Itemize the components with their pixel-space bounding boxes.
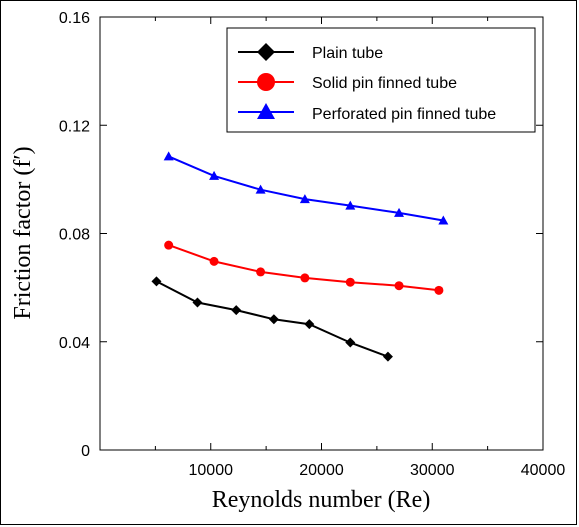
series-perforated-pin-finned-tube xyxy=(163,151,449,225)
data-point-solid-pin-finned-tube xyxy=(394,281,404,291)
data-point-solid-pin-finned-tube xyxy=(434,285,444,295)
data-point-perforated-pin-finned-tube xyxy=(299,194,310,204)
data-point-solid-pin-finned-tube xyxy=(256,267,266,277)
data-point-solid-pin-finned-tube xyxy=(209,256,219,266)
series-line-perforated-pin-finned-tube xyxy=(168,155,444,222)
data-point-plain-tube xyxy=(382,351,393,362)
legend: Plain tube Solid pin finned tube Perfora… xyxy=(226,27,536,133)
y-tick-label: 0.04 xyxy=(59,335,90,352)
y-axis-title: Friction factor (f′) xyxy=(10,146,36,319)
series-layer xyxy=(151,151,449,362)
x-tick-label: 30000 xyxy=(410,462,455,479)
y-tick-label: 0.08 xyxy=(59,227,90,244)
series-solid-pin-finned-tube xyxy=(164,240,444,295)
legend-box xyxy=(226,27,536,133)
legend-label-perforated-pin-finned-tube: Perforated pin finned tube xyxy=(312,106,496,123)
y-tick-label: 0 xyxy=(81,443,90,460)
legend-marker-perforated-pin-finned-tube xyxy=(257,103,275,119)
data-point-perforated-pin-finned-tube xyxy=(163,151,174,161)
x-tick-label: 10000 xyxy=(189,462,234,479)
legend-marker-plain-tube xyxy=(257,43,275,61)
data-point-perforated-pin-finned-tube xyxy=(438,215,449,225)
legend-label-plain-tube: Plain tube xyxy=(312,45,383,62)
data-point-plain-tube xyxy=(151,276,162,287)
x-tick-label: 20000 xyxy=(299,462,344,479)
x-axis-title: Reynolds number (Re) xyxy=(212,487,431,513)
legend-marker-solid-pin-finned-tube xyxy=(257,73,275,91)
axis-ticks: 0 0.04 0.08 0.12 0.16 10000 20000 30000 40000 xyxy=(59,10,565,479)
data-point-plain-tube xyxy=(268,314,279,325)
series-plain-tube xyxy=(151,276,393,362)
data-point-solid-pin-finned-tube xyxy=(164,240,174,250)
data-point-perforated-pin-finned-tube xyxy=(345,200,356,210)
y-tick-label: 0.12 xyxy=(59,118,90,135)
data-point-solid-pin-finned-tube xyxy=(345,277,355,287)
data-point-plain-tube xyxy=(192,297,203,308)
data-point-plain-tube xyxy=(345,337,356,348)
y-tick-label: 0.16 xyxy=(59,10,90,27)
data-point-plain-tube xyxy=(304,319,315,330)
data-point-plain-tube xyxy=(231,305,242,316)
x-tick-label: 40000 xyxy=(521,462,566,479)
data-point-perforated-pin-finned-tube xyxy=(394,207,405,217)
data-point-perforated-pin-finned-tube xyxy=(255,184,266,194)
data-point-perforated-pin-finned-tube xyxy=(209,170,220,180)
legend-label-solid-pin-finned-tube: Solid pin finned tube xyxy=(312,75,457,92)
data-point-solid-pin-finned-tube xyxy=(300,273,310,283)
